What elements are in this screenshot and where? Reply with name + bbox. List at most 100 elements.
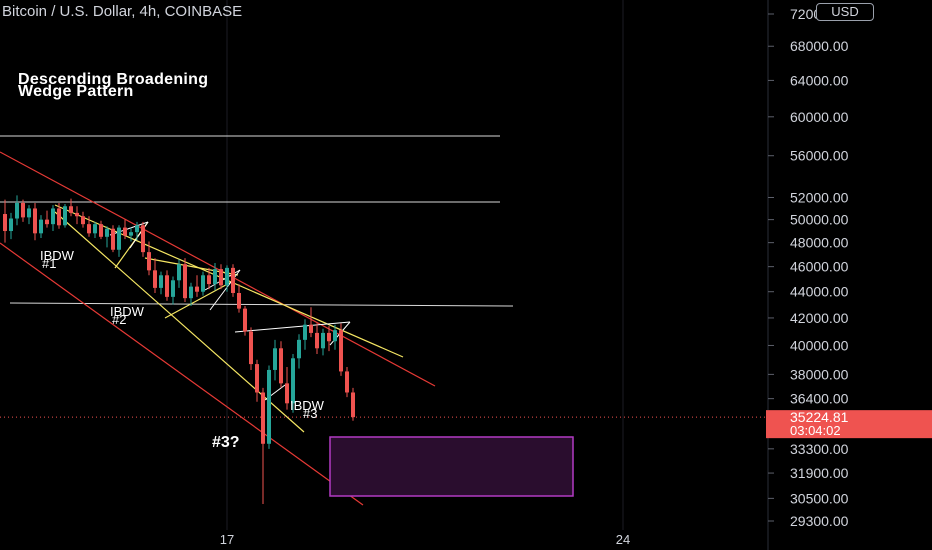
channel-upper-line xyxy=(0,151,436,387)
candle-body xyxy=(273,348,277,370)
price-tick-label: 38000.00 xyxy=(790,366,849,382)
candle-body xyxy=(339,330,343,372)
price-tick-label: 29300.00 xyxy=(790,513,849,529)
horizontal-level-line xyxy=(9,302,514,307)
candle-body xyxy=(159,275,163,288)
pattern-title: Descending Broadening Wedge Pattern xyxy=(18,71,209,100)
candle-body xyxy=(207,275,211,285)
grid xyxy=(226,0,624,530)
candle-body xyxy=(39,219,43,234)
label-ibdw-2: IBDW xyxy=(110,304,145,319)
candle-body xyxy=(171,280,175,297)
candle-body xyxy=(153,270,157,288)
candle-body xyxy=(261,392,265,444)
candle-body xyxy=(243,308,247,332)
price-tick-label: 50000.00 xyxy=(790,212,849,228)
candle-body xyxy=(141,225,145,253)
candle-body xyxy=(21,202,25,218)
candle-body xyxy=(303,324,307,340)
price-tick-label: 30500.00 xyxy=(790,490,849,506)
price-tick-label: 60000.00 xyxy=(790,109,849,125)
candle-body xyxy=(51,208,55,225)
candle-body xyxy=(279,348,283,384)
candle-body xyxy=(255,364,259,393)
candle-body xyxy=(213,269,217,285)
time-tick-label: 17 xyxy=(220,532,234,547)
candle-body xyxy=(99,224,103,237)
label-ibdw-2-num: #2 xyxy=(112,312,126,327)
last-price-badge xyxy=(766,410,932,439)
time-tick-label: 24 xyxy=(616,532,630,547)
price-tick-label: 46000.00 xyxy=(790,259,849,275)
candle-body xyxy=(285,383,289,404)
breakout-line xyxy=(234,321,351,333)
candle-body xyxy=(69,206,73,213)
candle-body xyxy=(321,332,325,349)
label-question: #3? xyxy=(212,434,240,451)
price-tick-label: 40000.00 xyxy=(790,337,849,353)
candle-body xyxy=(315,332,319,349)
candle-body xyxy=(183,264,187,299)
wedge-line xyxy=(164,279,236,319)
candle-body xyxy=(9,218,13,232)
candle-body xyxy=(237,292,241,309)
candle-body xyxy=(309,324,313,333)
candle-body xyxy=(45,219,49,225)
candle-body xyxy=(93,224,97,234)
price-tick-label: 64000.00 xyxy=(790,72,849,88)
last-price-value: 35224.81 xyxy=(790,409,849,425)
candle-body xyxy=(123,227,127,236)
price-tick-label: 42000.00 xyxy=(790,310,849,326)
price-tick-label: 68000.00 xyxy=(790,38,849,54)
candle-body xyxy=(345,371,349,393)
currency-button[interactable]: USD xyxy=(816,3,874,21)
price-tick-label: 44000.00 xyxy=(790,284,849,300)
price-tick-label: 36400.00 xyxy=(790,391,849,407)
price-axis: 72000.0068000.0064000.0060000.0056000.00… xyxy=(766,0,932,550)
label-ibdw-1-num: #1 xyxy=(42,256,56,271)
candle-body xyxy=(33,208,37,234)
price-tick-label: 48000.00 xyxy=(790,235,849,251)
candle-body xyxy=(111,228,115,250)
candle-body xyxy=(189,286,193,299)
candles xyxy=(3,195,355,504)
symbol-title: Bitcoin / U.S. Dollar, 4h, COINBASE xyxy=(2,3,243,20)
candle-body xyxy=(267,369,271,444)
last-price-countdown: 03:04:02 xyxy=(790,423,841,438)
candle-body xyxy=(177,264,181,281)
candle-body xyxy=(57,208,61,226)
candle-body xyxy=(231,267,235,293)
candle-body xyxy=(117,227,121,250)
candle-body xyxy=(63,206,67,226)
price-tick-label: 31900.00 xyxy=(790,465,849,481)
candle-body xyxy=(87,224,91,234)
candle-body xyxy=(3,214,7,232)
pattern-title-line2: Wedge Pattern xyxy=(18,83,134,100)
candle-body xyxy=(15,202,19,219)
candle-body xyxy=(81,216,85,225)
candle-body xyxy=(297,339,301,359)
candle-body xyxy=(105,228,109,237)
candle-body xyxy=(291,358,295,404)
breakout-line xyxy=(109,221,149,236)
candle-body xyxy=(135,225,139,233)
label-ibdw-3: IBDW xyxy=(290,398,325,413)
time-axis: 1724Jun xyxy=(220,532,630,547)
candle-body xyxy=(129,232,133,236)
channel-lower-line xyxy=(0,242,364,506)
candle-body xyxy=(225,267,229,286)
candle-body xyxy=(327,332,331,342)
candle-body xyxy=(27,208,31,218)
price-tick-label: 52000.00 xyxy=(790,190,849,206)
candle-body xyxy=(201,275,205,292)
candle-body xyxy=(351,392,355,418)
pattern-title-line1: Descending Broadening xyxy=(18,71,209,88)
candle-body xyxy=(195,286,199,292)
price-tick-label: 56000.00 xyxy=(790,148,849,164)
candle-body xyxy=(249,331,253,365)
target-zone xyxy=(329,436,574,497)
label-ibdw-1: IBDW xyxy=(40,248,75,263)
candle-body xyxy=(219,269,223,286)
